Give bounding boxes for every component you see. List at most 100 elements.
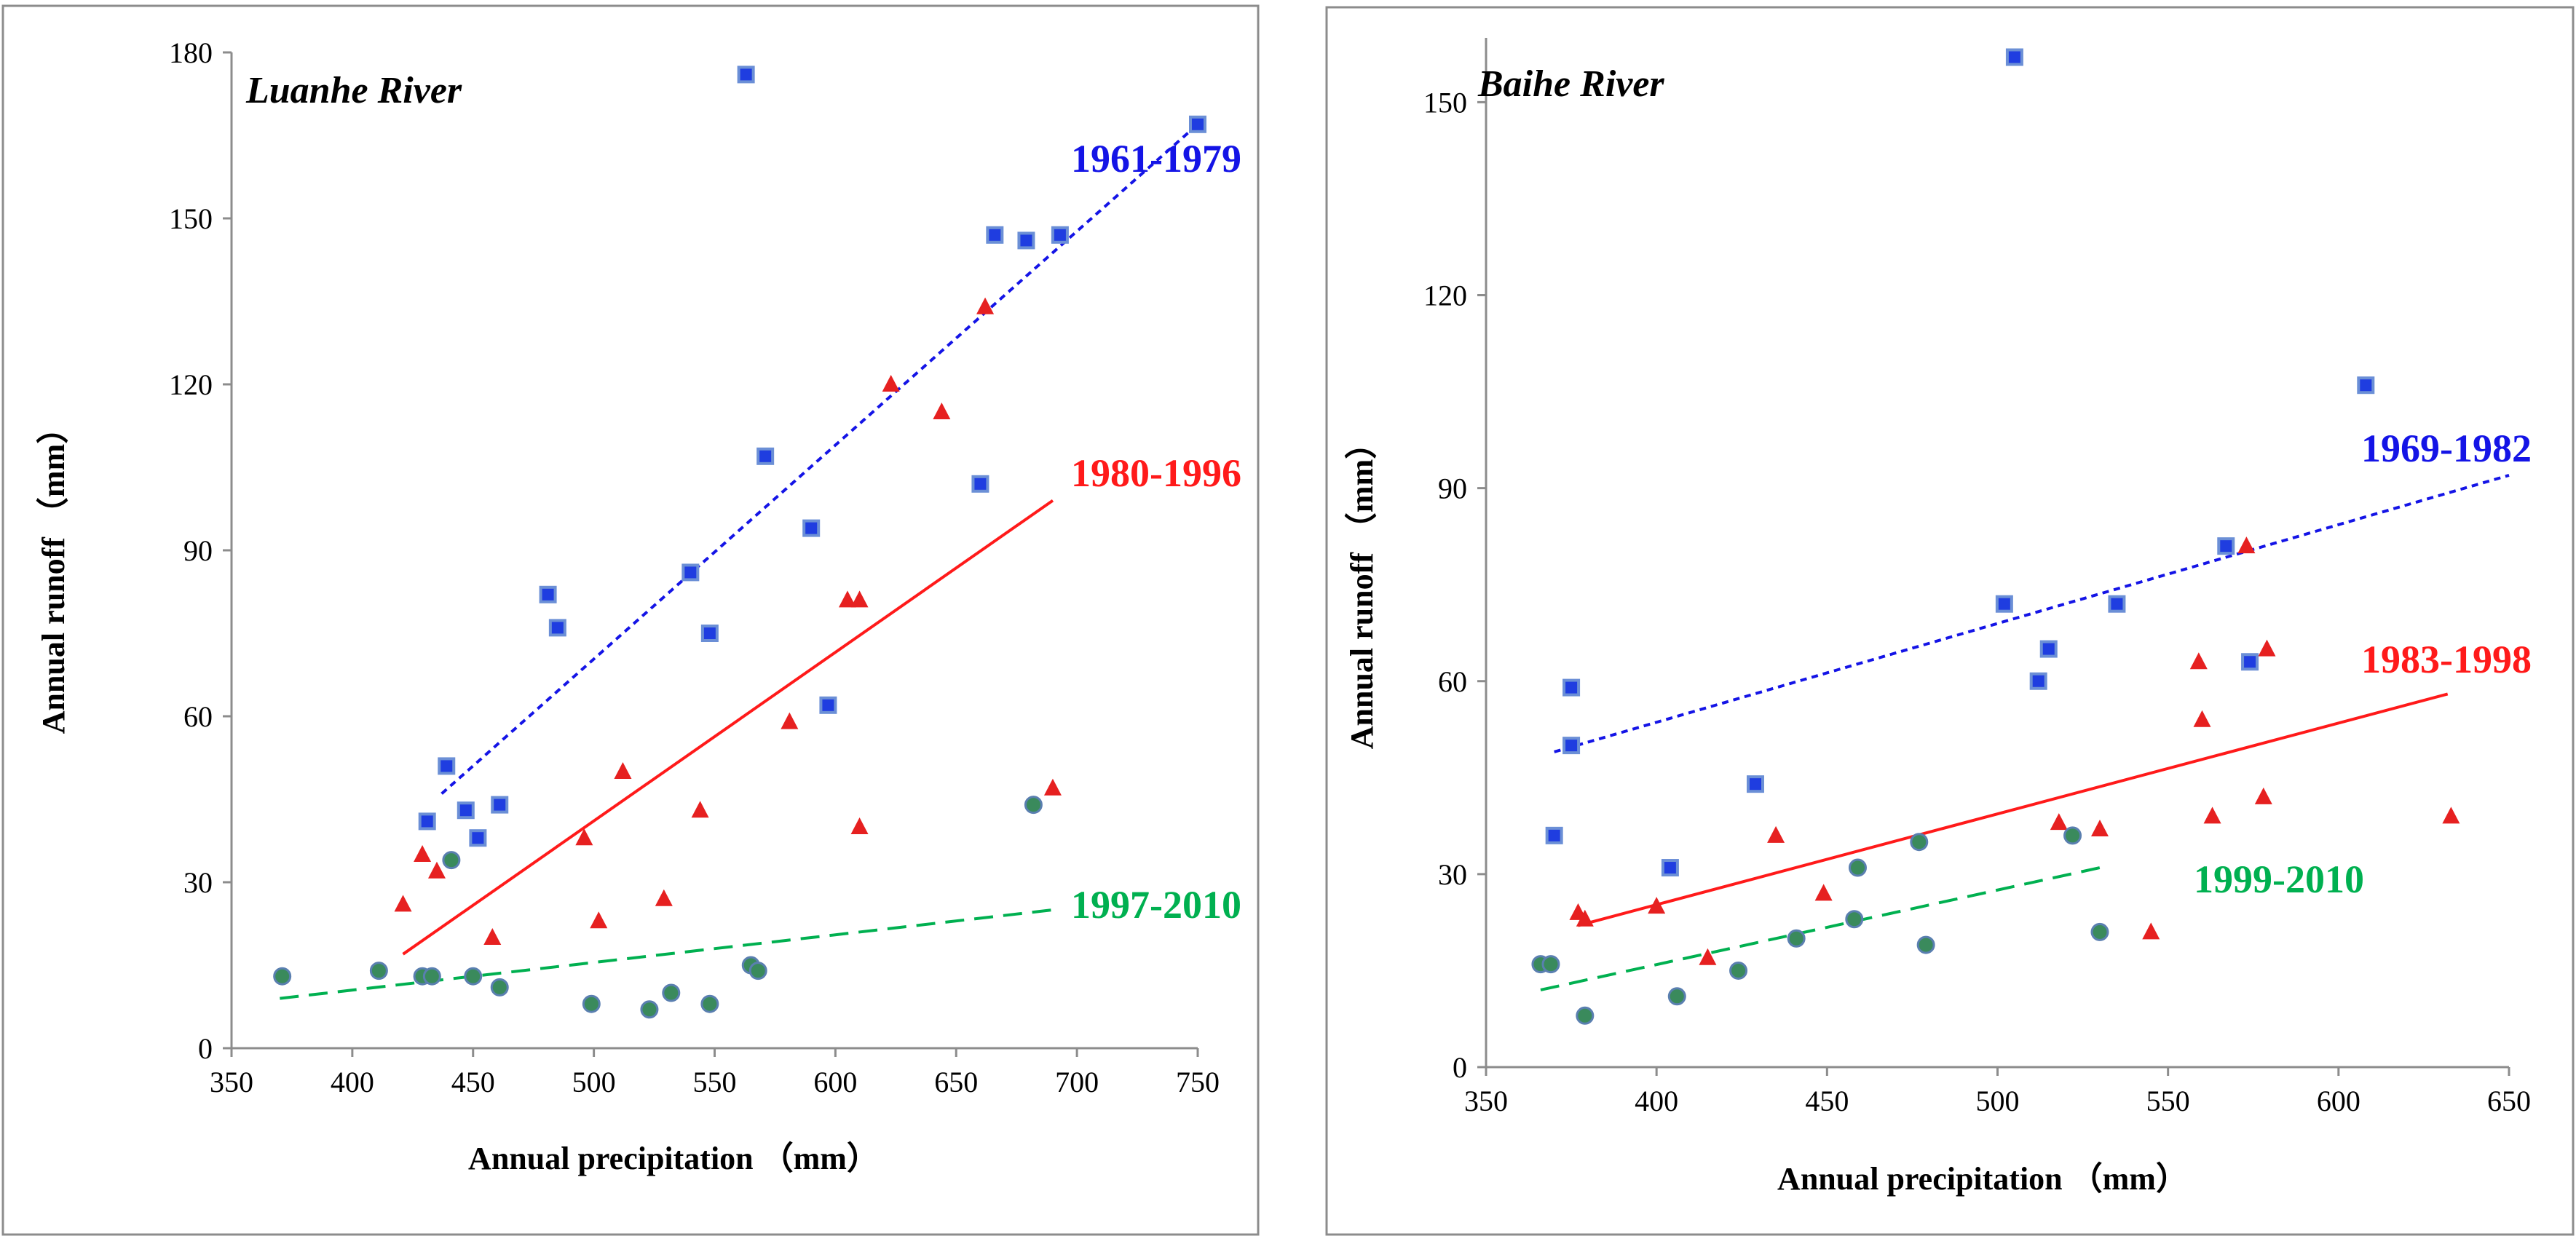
luanhe-point-1961-1979: [737, 66, 755, 84]
baihe-point-1969-1982: [1746, 775, 1764, 793]
baihe-point-1969-1982: [1995, 595, 2013, 613]
baihe-point-1983-1998: [2203, 807, 2221, 824]
luanhe-y-tick-label: 90: [183, 534, 213, 567]
baihe-point-1969-1982: [2357, 376, 2375, 395]
luanhe-point-1980-1996: [394, 895, 412, 912]
luanhe-trend-lines: [280, 123, 1199, 1000]
luanhe-point-1997-2010: [1024, 796, 1043, 815]
baihe-x-tick-label: 550: [2146, 1085, 2190, 1117]
baihe-point-1969-1982: [2005, 48, 2023, 66]
luanhe-x-tick-label: 450: [451, 1066, 495, 1098]
baihe-point-1983-1998: [1767, 825, 1785, 843]
luanhe-y-tick-label: 180: [169, 36, 213, 69]
baihe-point-1969-1982: [1661, 859, 1679, 877]
baihe-points: [1531, 48, 2460, 1025]
luanhe-x-tick-label: 550: [693, 1066, 737, 1098]
luanhe-y-tick-label: 0: [198, 1032, 213, 1065]
luanhe-point-1980-1996: [590, 911, 608, 929]
baihe-point-1999-2010: [1916, 935, 1935, 954]
luanhe-point-1961-1979: [986, 226, 1004, 244]
baihe-label-1999-2010: 1999-2010: [2194, 857, 2364, 901]
luanhe-point-1961-1979: [438, 757, 456, 775]
baihe-trend-1999-2010: [1540, 866, 2101, 991]
luanhe-ticks: 350 400 450 500 550 600 650 700 750 0 30 60 90 120 150…: [169, 36, 1220, 1098]
baihe-point-1969-1982: [1545, 826, 1563, 844]
luanhe-y-tick-label: 60: [183, 700, 213, 733]
baihe-point-1999-2010: [1541, 955, 1560, 974]
baihe-y-axis-title: Annual runoff （mm）: [1344, 427, 1380, 750]
luanhe-point-1980-1996: [575, 828, 593, 846]
baihe-y-tick-label: 30: [1438, 858, 1467, 891]
luanhe-label-1980-1996: 1980-1996: [1071, 451, 1241, 495]
luanhe-point-1980-1996: [427, 861, 446, 879]
baihe-point-1999-2010: [1848, 858, 1867, 877]
luanhe-point-1997-2010: [464, 967, 483, 986]
luanhe-x-axis-title: Annual precipitation （mm）: [468, 1141, 879, 1176]
baihe-point-1969-1982: [2039, 640, 2058, 658]
luanhe-point-1980-1996: [781, 712, 799, 729]
luanhe-x-tick-label: 700: [1055, 1066, 1099, 1098]
luanhe-point-1980-1996: [850, 590, 869, 608]
baihe-point-1983-1998: [2050, 813, 2068, 831]
luanhe-point-1980-1996: [882, 375, 900, 392]
baihe-point-1983-1998: [1648, 897, 1666, 914]
baihe-y-tick-label: 90: [1438, 472, 1467, 505]
luanhe-point-1980-1996: [838, 590, 856, 608]
baihe-point-1983-1998: [2189, 652, 2208, 670]
luanhe-panel-frame: [1, 4, 1260, 1236]
luanhe-x-tick-label: 750: [1176, 1066, 1220, 1098]
baihe-point-1999-2010: [1845, 910, 1864, 929]
luanhe-x-tick-label: 350: [210, 1066, 253, 1098]
baihe-label-1969-1982: 1969-1982: [2361, 427, 2532, 470]
baihe-point-1999-2010: [1667, 987, 1686, 1006]
luanhe-point-1997-2010: [369, 962, 388, 980]
luanhe-point-1961-1979: [802, 519, 821, 537]
baihe-point-1999-2010: [2090, 922, 2109, 941]
baihe-point-1983-1998: [1814, 884, 1833, 901]
luanhe-point-1997-2010: [700, 994, 719, 1013]
luanhe-y-tick-label: 30: [183, 866, 213, 899]
luanhe-point-1997-2010: [490, 978, 509, 997]
baihe-point-1999-2010: [1576, 1006, 1595, 1025]
luanhe-point-1961-1979: [1051, 226, 1069, 244]
luanhe-label-1997-2010: 1997-2010: [1071, 883, 1241, 927]
baihe-y-tick-label: 150: [1423, 86, 1467, 119]
baihe-point-1983-1998: [2258, 639, 2276, 657]
luanhe-trend-1961-1979: [440, 123, 1199, 795]
baihe-point-1983-1998: [2442, 807, 2460, 824]
baihe-point-1983-1998: [2193, 710, 2211, 727]
baihe-point-1983-1998: [2091, 820, 2109, 837]
baihe-point-1983-1998: [2237, 536, 2256, 554]
luanhe-y-tick-label: 150: [169, 202, 213, 235]
baihe-point-1983-1998: [2254, 787, 2272, 804]
luanhe-trend-1997-2010: [280, 908, 1054, 1000]
baihe-y-tick-label: 0: [1453, 1051, 1467, 1084]
luanhe-point-1961-1979: [819, 696, 837, 714]
baihe-point-1969-1982: [1562, 678, 1581, 697]
luanhe-point-1980-1996: [483, 928, 502, 945]
luanhe-point-1961-1979: [681, 563, 700, 582]
luanhe-points: [273, 66, 1206, 1019]
baihe-y-tick-label: 60: [1438, 665, 1467, 698]
baihe-y-tick-label: 120: [1423, 280, 1467, 312]
luanhe-point-1961-1979: [418, 812, 436, 831]
baihe-x-tick-label: 350: [1464, 1085, 1508, 1117]
baihe-x-tick-label: 600: [2317, 1085, 2360, 1117]
luanhe-x-tick-label: 400: [331, 1066, 374, 1098]
baihe-x-tick-label: 400: [1635, 1085, 1678, 1117]
luanhe-point-1961-1979: [756, 447, 775, 465]
baihe-ticks: 350 400 450 500 550 600 650 0 30 60 90 120 150: [1423, 86, 2531, 1117]
luanhe-point-1980-1996: [976, 297, 995, 314]
luanhe-x-tick-label: 500: [572, 1066, 616, 1098]
baihe-point-1983-1998: [1699, 948, 1717, 965]
baihe-label-1983-1998: 1983-1998: [2361, 638, 2532, 681]
luanhe-point-1980-1996: [414, 845, 432, 862]
luanhe-point-1997-2010: [662, 983, 681, 1002]
baihe-point-1983-1998: [2142, 922, 2160, 940]
baihe-panel: 350 400 450 500 550 600 650 0 30 60 90 120 150 Baihe…: [1325, 6, 2575, 1236]
luanhe-point-1980-1996: [691, 801, 709, 818]
luanhe-point-1961-1979: [539, 585, 557, 603]
baihe-x-tick-label: 500: [1976, 1085, 2020, 1117]
luanhe-x-tick-label: 650: [934, 1066, 978, 1098]
baihe-point-1969-1982: [2029, 672, 2047, 690]
